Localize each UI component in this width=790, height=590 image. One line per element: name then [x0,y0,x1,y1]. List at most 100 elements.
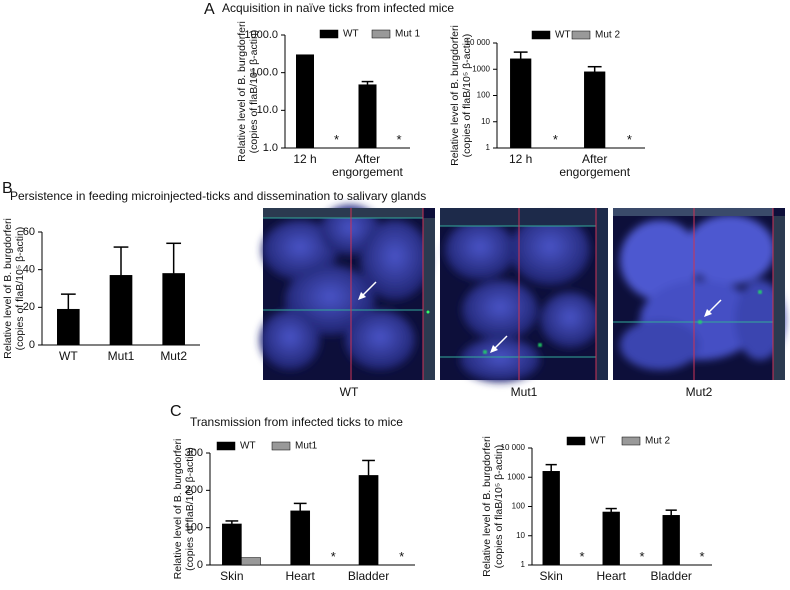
bar [222,523,242,566]
legend-label: WT [555,30,571,41]
error-bar [513,51,528,59]
x-tick-label: 12 h [293,153,317,166]
x-tick-label: Mut2 [160,350,187,363]
x-tick-label: After engorgement [332,153,403,179]
panel-label: B [2,180,13,197]
y-axis-label: (copies of flaB/10⁵ β-actin) [184,447,196,571]
bar [57,308,80,346]
bar [290,510,311,566]
bar [510,58,532,149]
y-tick-label: 100 [477,91,491,100]
x-tick-label: Mut1 [107,350,135,363]
bar [241,557,261,566]
panel-title: Persistence in feeding microinjected-tic… [10,189,426,203]
x-tick-label: Heart [285,570,315,583]
x-tick-label: Bladder [347,570,390,583]
y-axis-label: Relative level of B. burgdorferi [172,439,184,580]
x-tick-label: 12 h [293,153,317,166]
legend-label: Mut 2 [645,436,670,447]
image-caption: Mut2 [686,385,713,399]
x-tick-label: Heart [596,570,626,583]
error-bar [293,502,307,511]
y-tick-label: 10.0 [257,104,278,116]
error-bar [166,242,182,274]
bar [358,84,377,149]
value-label: * [553,132,558,147]
x-tick-label: After engorgement [559,153,631,179]
legend-label: WT [343,29,359,40]
legend-swatch [216,441,236,451]
error-bar [60,293,76,310]
value-label: * [639,549,644,564]
y-tick-label: 60 [23,226,35,238]
value-label: * [579,549,584,564]
x-tick-label: Bladder [651,570,692,583]
error-bar [113,246,129,276]
panel-title: Transmission from infected ticks to mice [190,415,403,429]
legend-swatch [566,436,586,446]
y-tick-label: 1000.0 [244,29,278,41]
x-tick-label: Skin [220,570,243,583]
bar [602,511,620,566]
value-label: * [399,549,404,564]
value-label: * [334,132,339,147]
micrograph [260,205,435,380]
y-axis-label: (copies of flaB/10⁵ β-actin) [248,30,260,154]
y-tick-label: 10 [481,117,490,126]
y-axis-label: (copies of flaB/10⁵ β-actin) [461,34,473,158]
legend-swatch [621,436,641,446]
y-tick-label: 1000 [472,64,490,73]
x-tick-label: Heart [285,570,315,583]
y-axis-label: Relative level of B. burgdorferi [481,436,493,577]
error-bar [587,65,602,72]
bar [662,515,680,566]
x-tick-label: WT [59,350,78,363]
panel-label: C [170,403,182,420]
legend-swatch [371,29,391,39]
y-tick-label: 1 [521,560,526,569]
bar [584,71,606,149]
bar [109,275,133,346]
x-tick-label: Mut1 [107,350,135,363]
x-tick-label: Mut2 [160,350,187,363]
value-label: * [331,549,336,564]
y-tick-label: 100 [512,502,526,511]
legend-swatch [531,30,551,40]
image-caption: WT [340,385,359,399]
y-axis-label: Relative level of B. burgdorferi [449,25,461,166]
legend-label: WT [590,436,606,447]
legend-swatch [571,30,591,40]
y-axis-label: (copies of flaB/10⁵ β-actin) [14,227,26,351]
x-tick-label: Heart [596,570,626,583]
bar [296,54,314,149]
error-bar [545,463,557,472]
image-caption: Mut1 [511,385,538,399]
y-tick-label: 1 [486,143,491,152]
bar [542,471,560,566]
legend-label: Mut 1 [395,29,420,40]
x-tick-label: After engorgement [332,153,403,179]
legend-label: WT [240,441,256,452]
x-tick-label: Bladder [347,570,390,583]
x-tick-label: 12 h [509,153,532,166]
legend-label: Mut 2 [595,30,620,41]
y-tick-label: 0 [197,559,203,571]
y-tick-label: 40 [23,264,35,276]
micrograph [613,208,785,380]
legend-swatch [319,29,339,39]
y-axis-label: Relative level of B. burgdorferi [236,21,248,162]
y-tick-label: 20 [23,301,35,313]
y-tick-label: 100 [185,522,203,534]
panel-title: Acquisition in naïve ticks from infected… [222,1,454,15]
error-bar [361,80,374,85]
x-tick-label: Skin [540,570,563,583]
x-tick-label: WT [59,350,78,363]
error-bar [225,520,239,524]
value-label: * [396,132,401,147]
error-bar [605,507,617,512]
value-label: * [699,549,704,564]
legend-swatch [271,441,291,451]
y-axis-label: (copies of flaB/10⁵ β-actin) [493,445,505,569]
